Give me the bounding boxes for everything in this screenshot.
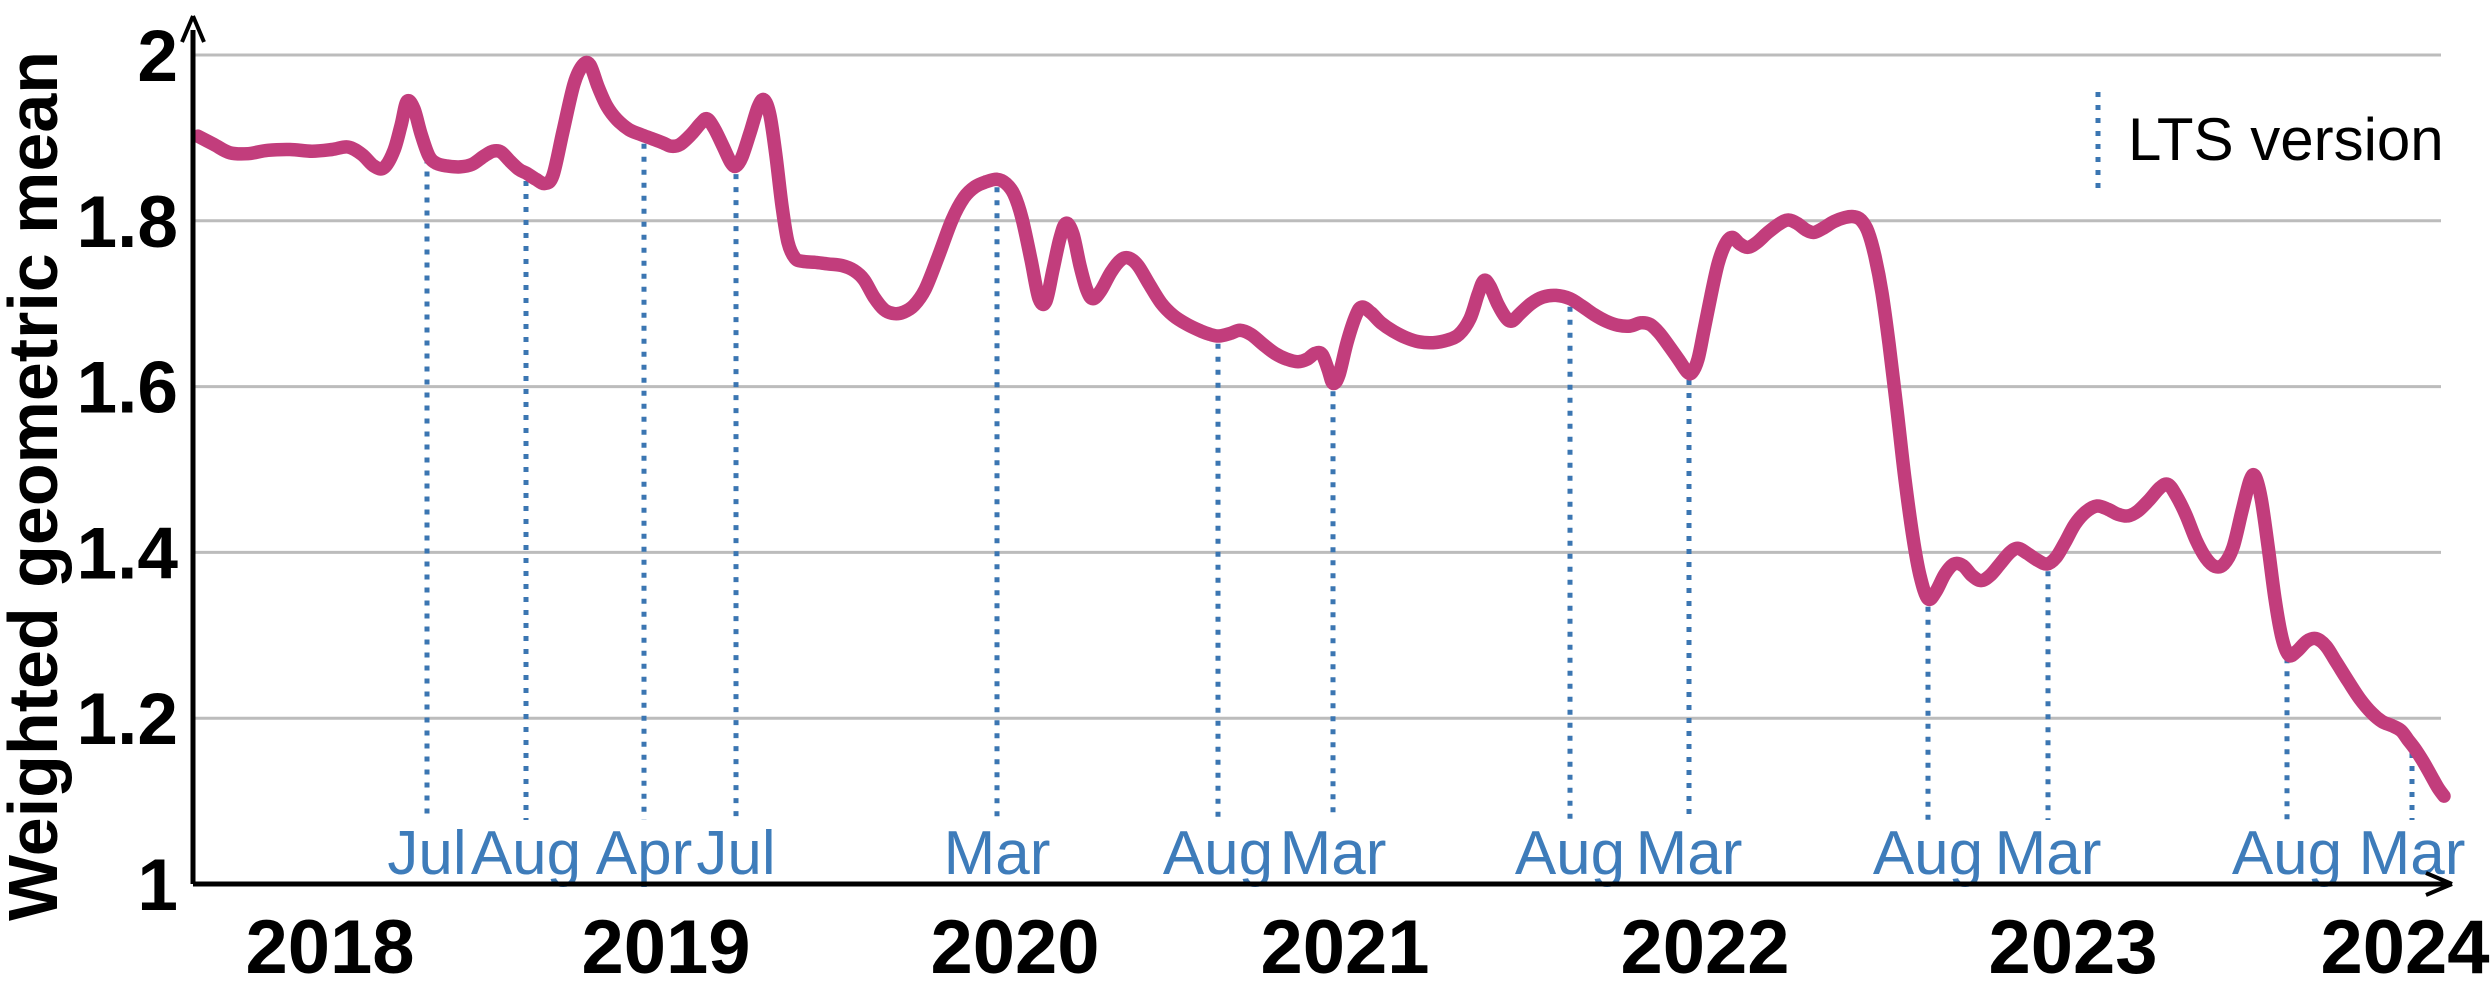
y-tick-labels: 2 1.8 1.6 1.4 1.2 1 <box>77 16 179 926</box>
y-tick-label: 1 <box>137 845 178 926</box>
x-axis-arrow-icon <box>2425 871 2453 897</box>
lts-marker-label: Apr <box>596 819 692 888</box>
y-tick-label: 2 <box>137 16 178 97</box>
axes <box>180 15 2453 897</box>
lts-marker-label: Aug <box>2232 819 2342 888</box>
x-tick-label: 2018 <box>245 905 414 990</box>
x-tick-label: 2022 <box>1620 905 1789 990</box>
lts-marker-label: Mar <box>2359 819 2466 888</box>
legend-label: LTS version <box>2128 106 2444 173</box>
x-tick-labels: 2018 2019 2020 2021 2022 2023 2024 <box>245 905 2489 990</box>
y-axis-arrow-icon <box>180 15 206 43</box>
x-tick-label: 2019 <box>581 905 750 990</box>
y-tick-label: 1.4 <box>77 513 179 594</box>
lts-marker-label: Mar <box>1280 819 1387 888</box>
gridlines <box>193 53 2441 720</box>
series-line <box>191 55 2451 803</box>
x-tick-label: 2020 <box>930 905 1099 990</box>
lts-marker-label: Aug <box>1873 819 1983 888</box>
y-tick-label: 1.2 <box>77 679 178 760</box>
lts-markers: Jul Aug Apr Jul Mar Aug Mar Aug Mar Aug Mar Aug Mar <box>387 143 2466 888</box>
lts-marker-label: Jul <box>387 819 466 888</box>
x-tick-label: 2023 <box>1988 905 2157 990</box>
lts-marker-label: Mar <box>1636 819 1743 888</box>
y-axis-title: Weighted geometric mean <box>0 51 72 921</box>
y-tick-label: 1.6 <box>77 348 178 429</box>
y-tick-label: 1.8 <box>77 182 178 263</box>
lts-marker-label: Aug <box>471 819 581 888</box>
legend: LTS version <box>2095 92 2444 190</box>
x-tick-label: 2024 <box>2320 905 2489 990</box>
lts-marker-label: Aug <box>1515 819 1625 888</box>
lts-marker-label: Mar <box>1995 819 2102 888</box>
lts-marker-label: Jul <box>696 819 775 888</box>
lts-marker-label: Mar <box>944 819 1051 888</box>
x-tick-label: 2021 <box>1260 905 1429 990</box>
lts-marker-label: Aug <box>1163 819 1273 888</box>
